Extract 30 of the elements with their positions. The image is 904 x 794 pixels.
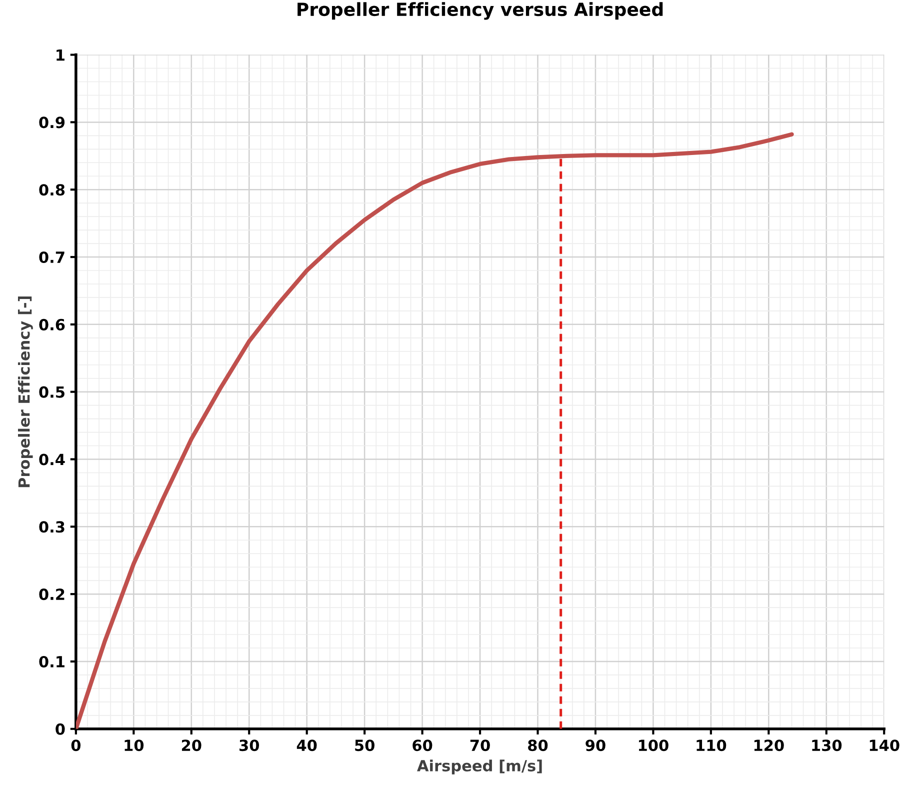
x-tick-label: 10 — [124, 740, 144, 752]
y-tick-label: 0.3 — [39, 521, 64, 533]
line-series — [76, 132, 794, 729]
x-tick-label: 60 — [412, 740, 432, 752]
x-tick-label: 140 — [870, 740, 900, 752]
x-tick-label: 50 — [355, 740, 374, 752]
y-tick-label: 0.2 — [39, 588, 64, 600]
y-tick-label: 0.8 — [39, 184, 65, 196]
y-tick-label: 0 — [56, 723, 65, 735]
x-tick-label: 130 — [812, 740, 842, 752]
y-tick-label: 0.9 — [39, 116, 65, 128]
x-tick-label: 30 — [240, 740, 260, 752]
y-tick-label: 0.5 — [39, 386, 64, 398]
y-tick-label: 0.1 — [39, 656, 64, 668]
x-axis-title: Airspeed [m/s] — [417, 760, 542, 774]
x-tick-label: 80 — [528, 740, 548, 752]
x-tick-label: 110 — [696, 740, 726, 752]
y-axis-title: Propeller Efficiency [-] — [18, 296, 33, 488]
y-tick-label: 1 — [56, 49, 64, 61]
x-tick-label: 20 — [182, 740, 202, 752]
y-tick-label: 0.4 — [39, 454, 65, 466]
x-tick-label: 120 — [754, 740, 784, 752]
x-tick-label: 70 — [470, 740, 490, 752]
x-tick-label: 0 — [71, 740, 81, 752]
y-tick-label: 0.6 — [39, 318, 65, 330]
x-tick-label: 90 — [586, 740, 606, 752]
x-tick-label: 40 — [296, 740, 317, 752]
chart-title: Propeller Efficiency versus Airspeed — [298, 2, 663, 20]
y-tick-label: 0.7 — [39, 251, 64, 264]
x-tick-label: 100 — [638, 740, 668, 752]
